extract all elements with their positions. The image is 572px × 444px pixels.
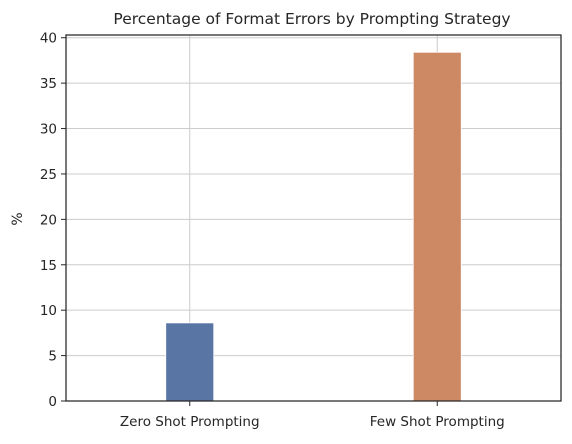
y-tick-label: 15: [40, 258, 57, 274]
bar-zero-shot-prompting: [165, 322, 215, 402]
y-tick-label: 5: [48, 349, 57, 365]
plot-frame: [65, 34, 562, 402]
y-tick-label: 10: [40, 303, 57, 319]
y-tick-label: 40: [40, 31, 57, 47]
grid-layer: [66, 35, 561, 402]
axis-layer: 0 5 10 15 20 25 30 35 40 Zero Shot Prompting Few S…: [40, 31, 562, 430]
y-tick-label: 25: [40, 167, 57, 183]
y-axis-label: %: [10, 212, 26, 225]
bar-layer: [165, 51, 462, 402]
y-tick-label: 0: [48, 394, 57, 410]
chart-title: Percentage of Format Errors by Prompting…: [113, 10, 510, 28]
y-tick-label: 30: [40, 122, 57, 138]
x-tick-label: Zero Shot Prompting: [120, 414, 260, 430]
y-tick-label: 20: [40, 212, 57, 228]
y-tick-label: 35: [40, 76, 57, 92]
bar-few-shot-prompting: [412, 51, 462, 402]
x-tick-label: Few Shot Prompting: [370, 414, 505, 430]
